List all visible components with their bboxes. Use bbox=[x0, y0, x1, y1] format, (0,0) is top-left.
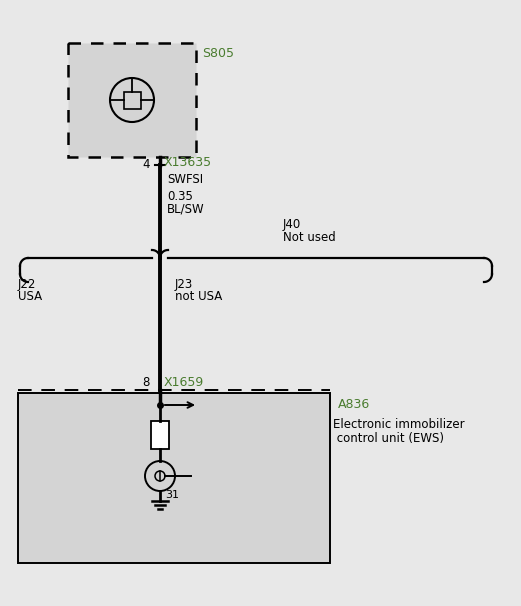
Text: J23: J23 bbox=[175, 278, 193, 291]
Text: J40: J40 bbox=[283, 218, 301, 231]
FancyBboxPatch shape bbox=[68, 43, 196, 157]
Text: J22: J22 bbox=[18, 278, 36, 291]
Text: S805: S805 bbox=[202, 47, 234, 60]
Bar bbox=[123, 92, 141, 108]
Bar bbox=[151, 421, 169, 449]
Text: BL/SW: BL/SW bbox=[167, 203, 205, 216]
Text: X13635: X13635 bbox=[164, 156, 212, 168]
Text: SWFSI: SWFSI bbox=[167, 173, 203, 186]
Text: A836: A836 bbox=[338, 398, 370, 411]
Text: USA: USA bbox=[18, 290, 42, 303]
Text: 8: 8 bbox=[143, 376, 150, 388]
Text: 0.35: 0.35 bbox=[167, 190, 193, 203]
Text: 31: 31 bbox=[165, 490, 179, 500]
Text: control unit (EWS): control unit (EWS) bbox=[333, 432, 444, 445]
FancyBboxPatch shape bbox=[18, 393, 330, 563]
Text: X1659: X1659 bbox=[164, 376, 204, 388]
Text: 4: 4 bbox=[143, 158, 150, 170]
Text: Electronic immobilizer: Electronic immobilizer bbox=[333, 418, 465, 431]
Text: Not used: Not used bbox=[283, 231, 336, 244]
Text: not USA: not USA bbox=[175, 290, 222, 303]
